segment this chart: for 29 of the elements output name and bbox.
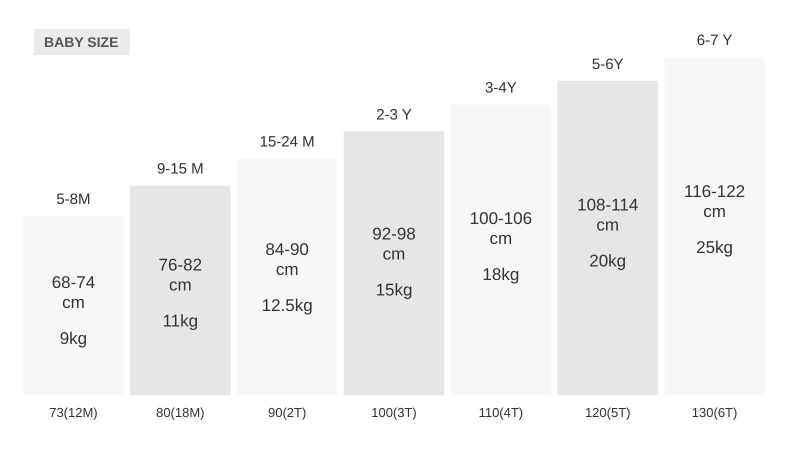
annotation: 84-90 cm [265,240,309,280]
annotation: 2-3 Y [376,106,412,124]
annotation: 76-82 cm [158,255,202,294]
annotation: 100-106 cm [470,209,532,248]
annotation: 12.5kg [262,296,313,316]
x-tick-label: 100(3T) [371,404,417,420]
annotation: 15kg [376,280,412,300]
x-tick-label: 130(6T) [692,404,738,420]
annotation: 9-15 M [156,160,204,178]
annotation: 18kg [482,265,520,284]
annotation: 20kg [589,252,626,271]
annotation: 116-122 cm [684,182,746,222]
x-tick-label: 120(5T) [584,404,630,420]
annotation: 15-24 M [260,134,315,151]
annotation: 9kg [60,328,88,348]
annotation: 108-114 cm [577,196,638,235]
annotation: 68-74 cm [52,272,96,312]
x-tick-label: 80(18M) [156,404,204,420]
annotation: 92-98 cm [372,224,416,264]
annotation: 25kg [696,238,734,258]
x-tick-label: 73(12M) [49,404,98,420]
annotation: 5-6Y [592,56,624,73]
x-tick-label: 90(2T) [268,404,306,420]
chart-title: BABY SIZE [34,29,130,55]
x-tick-label: 110(4T) [478,404,524,420]
text: 6-7 Y [696,32,732,50]
annotation: 3-4Y [485,80,517,97]
annotation: 5-8M [56,191,91,208]
annotation: 11kg [162,311,198,330]
